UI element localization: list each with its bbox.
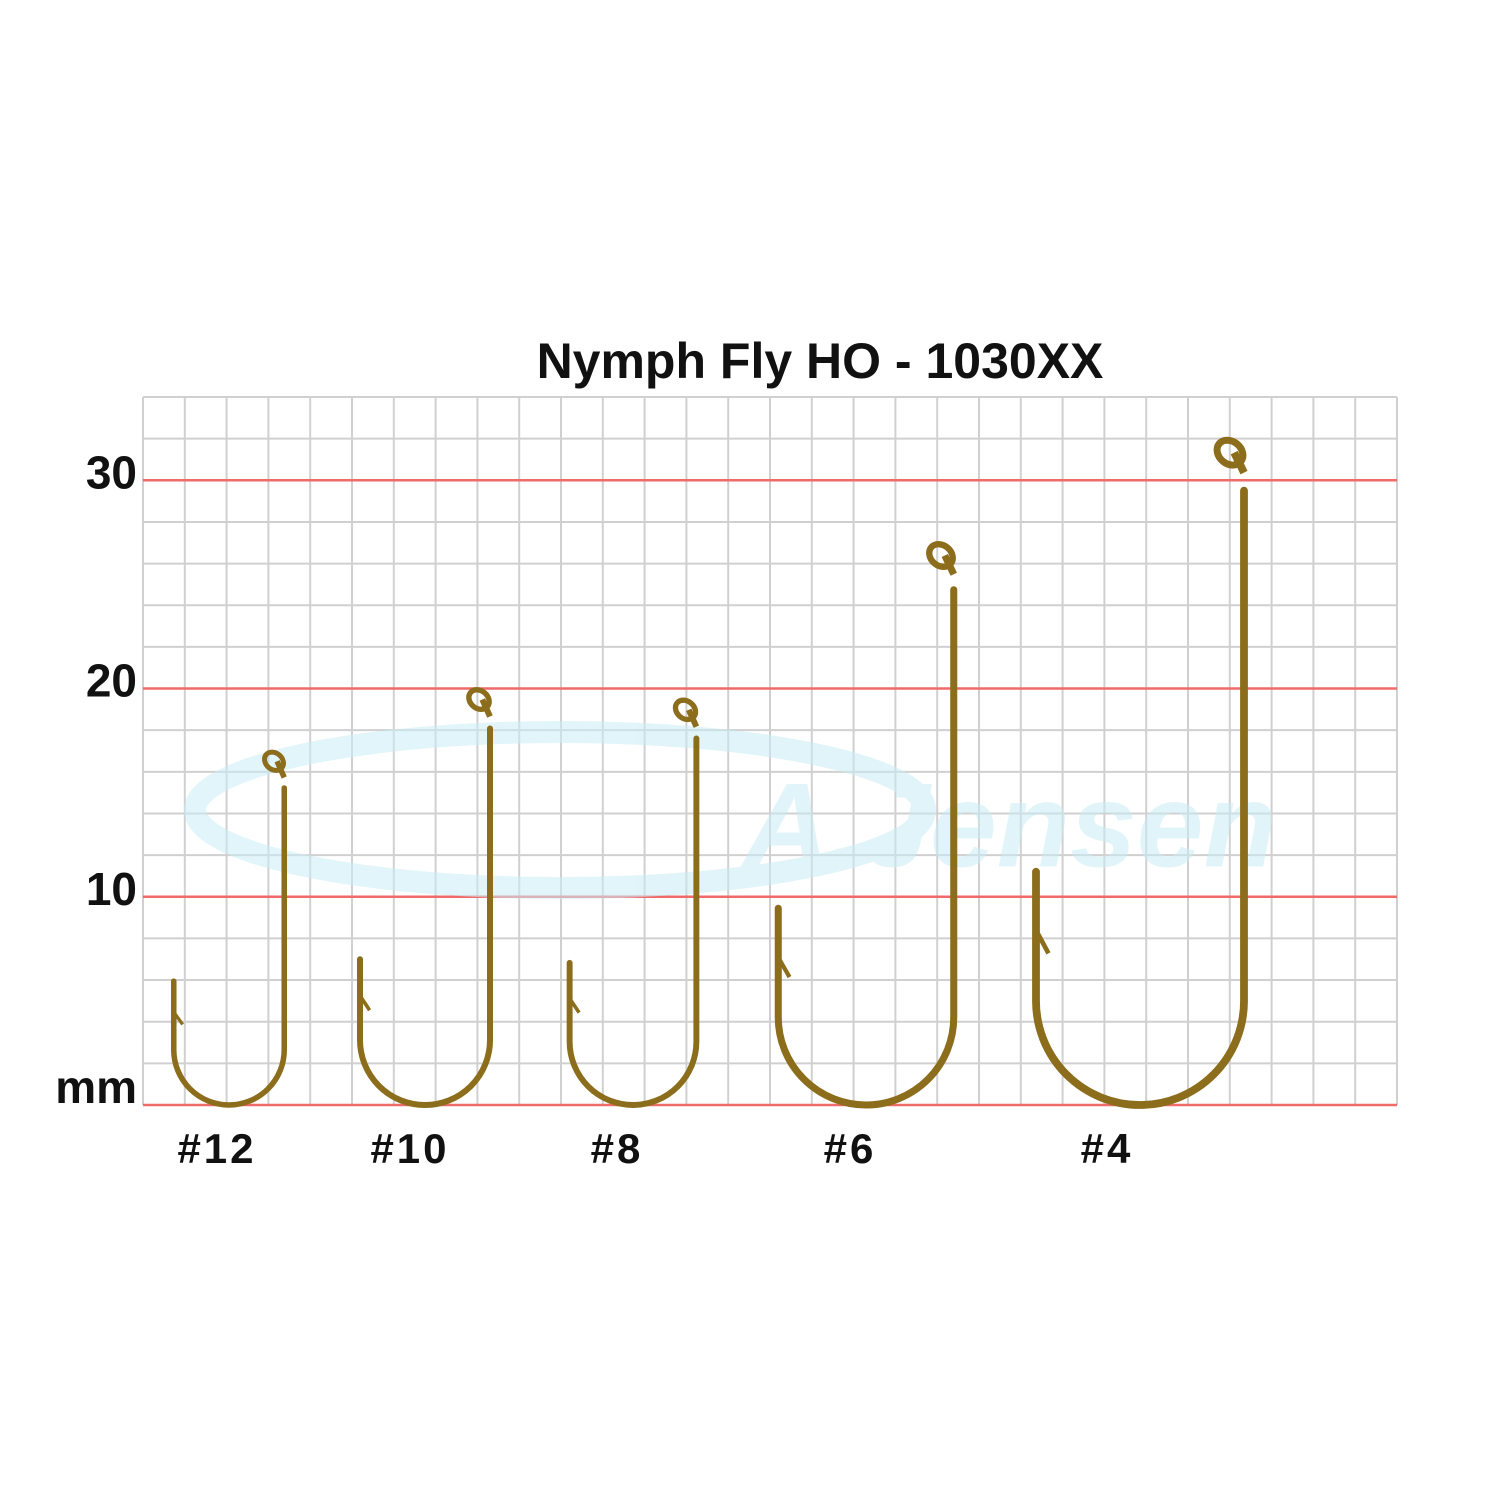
y-tick-label: 30	[86, 446, 137, 498]
hook-eye	[262, 749, 286, 773]
hook-eye	[672, 697, 699, 723]
hook-barb	[776, 956, 792, 979]
watermark-group: A.Jensen	[184, 721, 1277, 899]
hook-wire	[1032, 486, 1248, 1109]
hook-barb	[358, 994, 372, 1012]
x-tick-label: #4	[1081, 1125, 1134, 1172]
chart-title: Nymph Fly HO - 1030XX	[537, 333, 1104, 389]
hook	[566, 697, 700, 1108]
hook	[357, 687, 493, 1108]
y-tick-label: 10	[86, 863, 137, 915]
hook	[170, 749, 288, 1108]
watermark-logo	[184, 721, 936, 899]
hook-barb	[172, 1011, 184, 1026]
hook-eye	[926, 541, 956, 571]
hook-wire	[170, 785, 288, 1108]
marks	[170, 436, 1248, 1109]
hook-eye	[466, 687, 492, 712]
hook	[1032, 436, 1248, 1109]
hook-eye	[1213, 436, 1247, 469]
x-tick-label: #8	[591, 1125, 644, 1172]
grid	[142, 396, 1398, 1107]
y-tick-label: 20	[86, 655, 137, 707]
hook-barb	[568, 997, 581, 1014]
x-tick-label: #6	[824, 1125, 877, 1172]
hook-wire	[774, 586, 958, 1109]
watermark: A.Jensen	[740, 759, 1277, 893]
hook-barb	[1033, 928, 1051, 955]
x-tick-label: #10	[370, 1125, 449, 1172]
hook-wire	[566, 735, 700, 1108]
x-tick-label: #12	[177, 1125, 256, 1172]
hook	[774, 541, 958, 1109]
hook-wire	[357, 725, 493, 1108]
y-tick-label: mm	[55, 1061, 137, 1113]
